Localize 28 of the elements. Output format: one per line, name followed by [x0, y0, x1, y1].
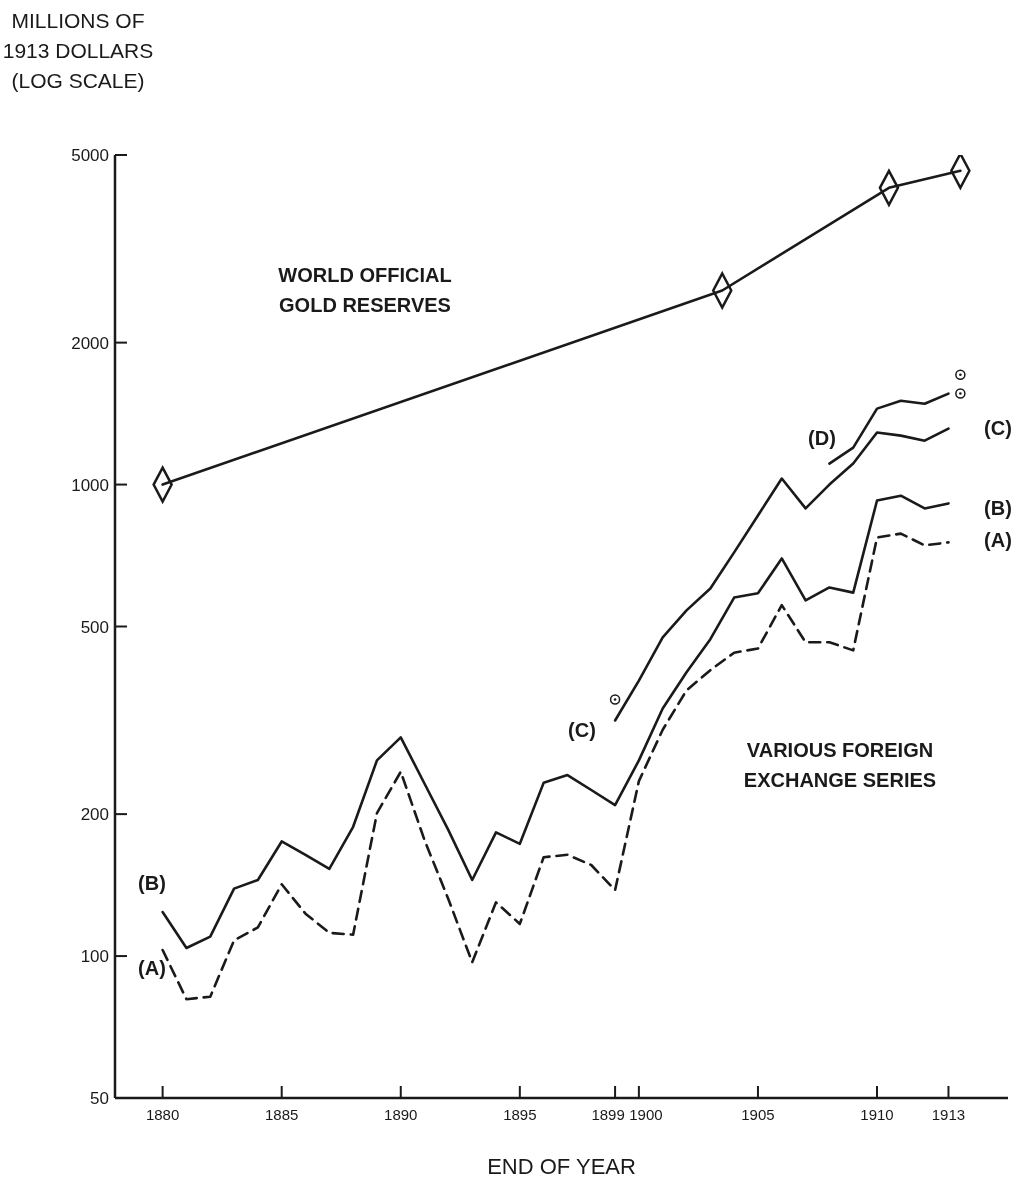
annotation: (A) [984, 529, 1012, 551]
y-tick-label: 5000 [71, 146, 109, 166]
y-tick-label: 1000 [71, 475, 109, 495]
annotation: (C) [984, 417, 1012, 439]
x-tick-label: 1890 [384, 1106, 418, 1123]
annotation: (C) [568, 719, 596, 741]
y-tick-label: 2000 [71, 333, 109, 353]
y-tick-label: 100 [80, 947, 109, 967]
x-tick-label: 1900 [629, 1106, 663, 1123]
x-tick-label: 1913 [931, 1106, 966, 1123]
annotation: (B) [138, 872, 166, 894]
x-tick-label: 1885 [265, 1106, 299, 1123]
x-axis-title: END OF YEAR [487, 1154, 636, 1179]
annotation: VARIOUS FOREIGN EXCHANGE SERIES [743, 739, 937, 791]
x-tick-label: 1895 [503, 1106, 537, 1123]
x-tick-label: 1910 [860, 1106, 894, 1123]
annotation: (D) [808, 427, 836, 449]
y-tick-label: 200 [80, 805, 109, 825]
x-tick-label: 1905 [741, 1106, 775, 1123]
annotation: WORLD OFFICIAL GOLD RESERVES [278, 264, 452, 316]
annotation: (A) [138, 957, 166, 979]
line-series [613, 427, 950, 722]
annotation: (B) [984, 497, 1012, 519]
x-tick-label: 1880 [145, 1106, 180, 1123]
y-axis-title: MILLIONS OF 1913 DOLLARS (LOG SCALE) [2, 9, 154, 92]
y-tick-label: 50 [90, 1089, 109, 1109]
x-tick-label: 1899 [591, 1106, 625, 1123]
y-tick-label: 500 [80, 617, 109, 637]
